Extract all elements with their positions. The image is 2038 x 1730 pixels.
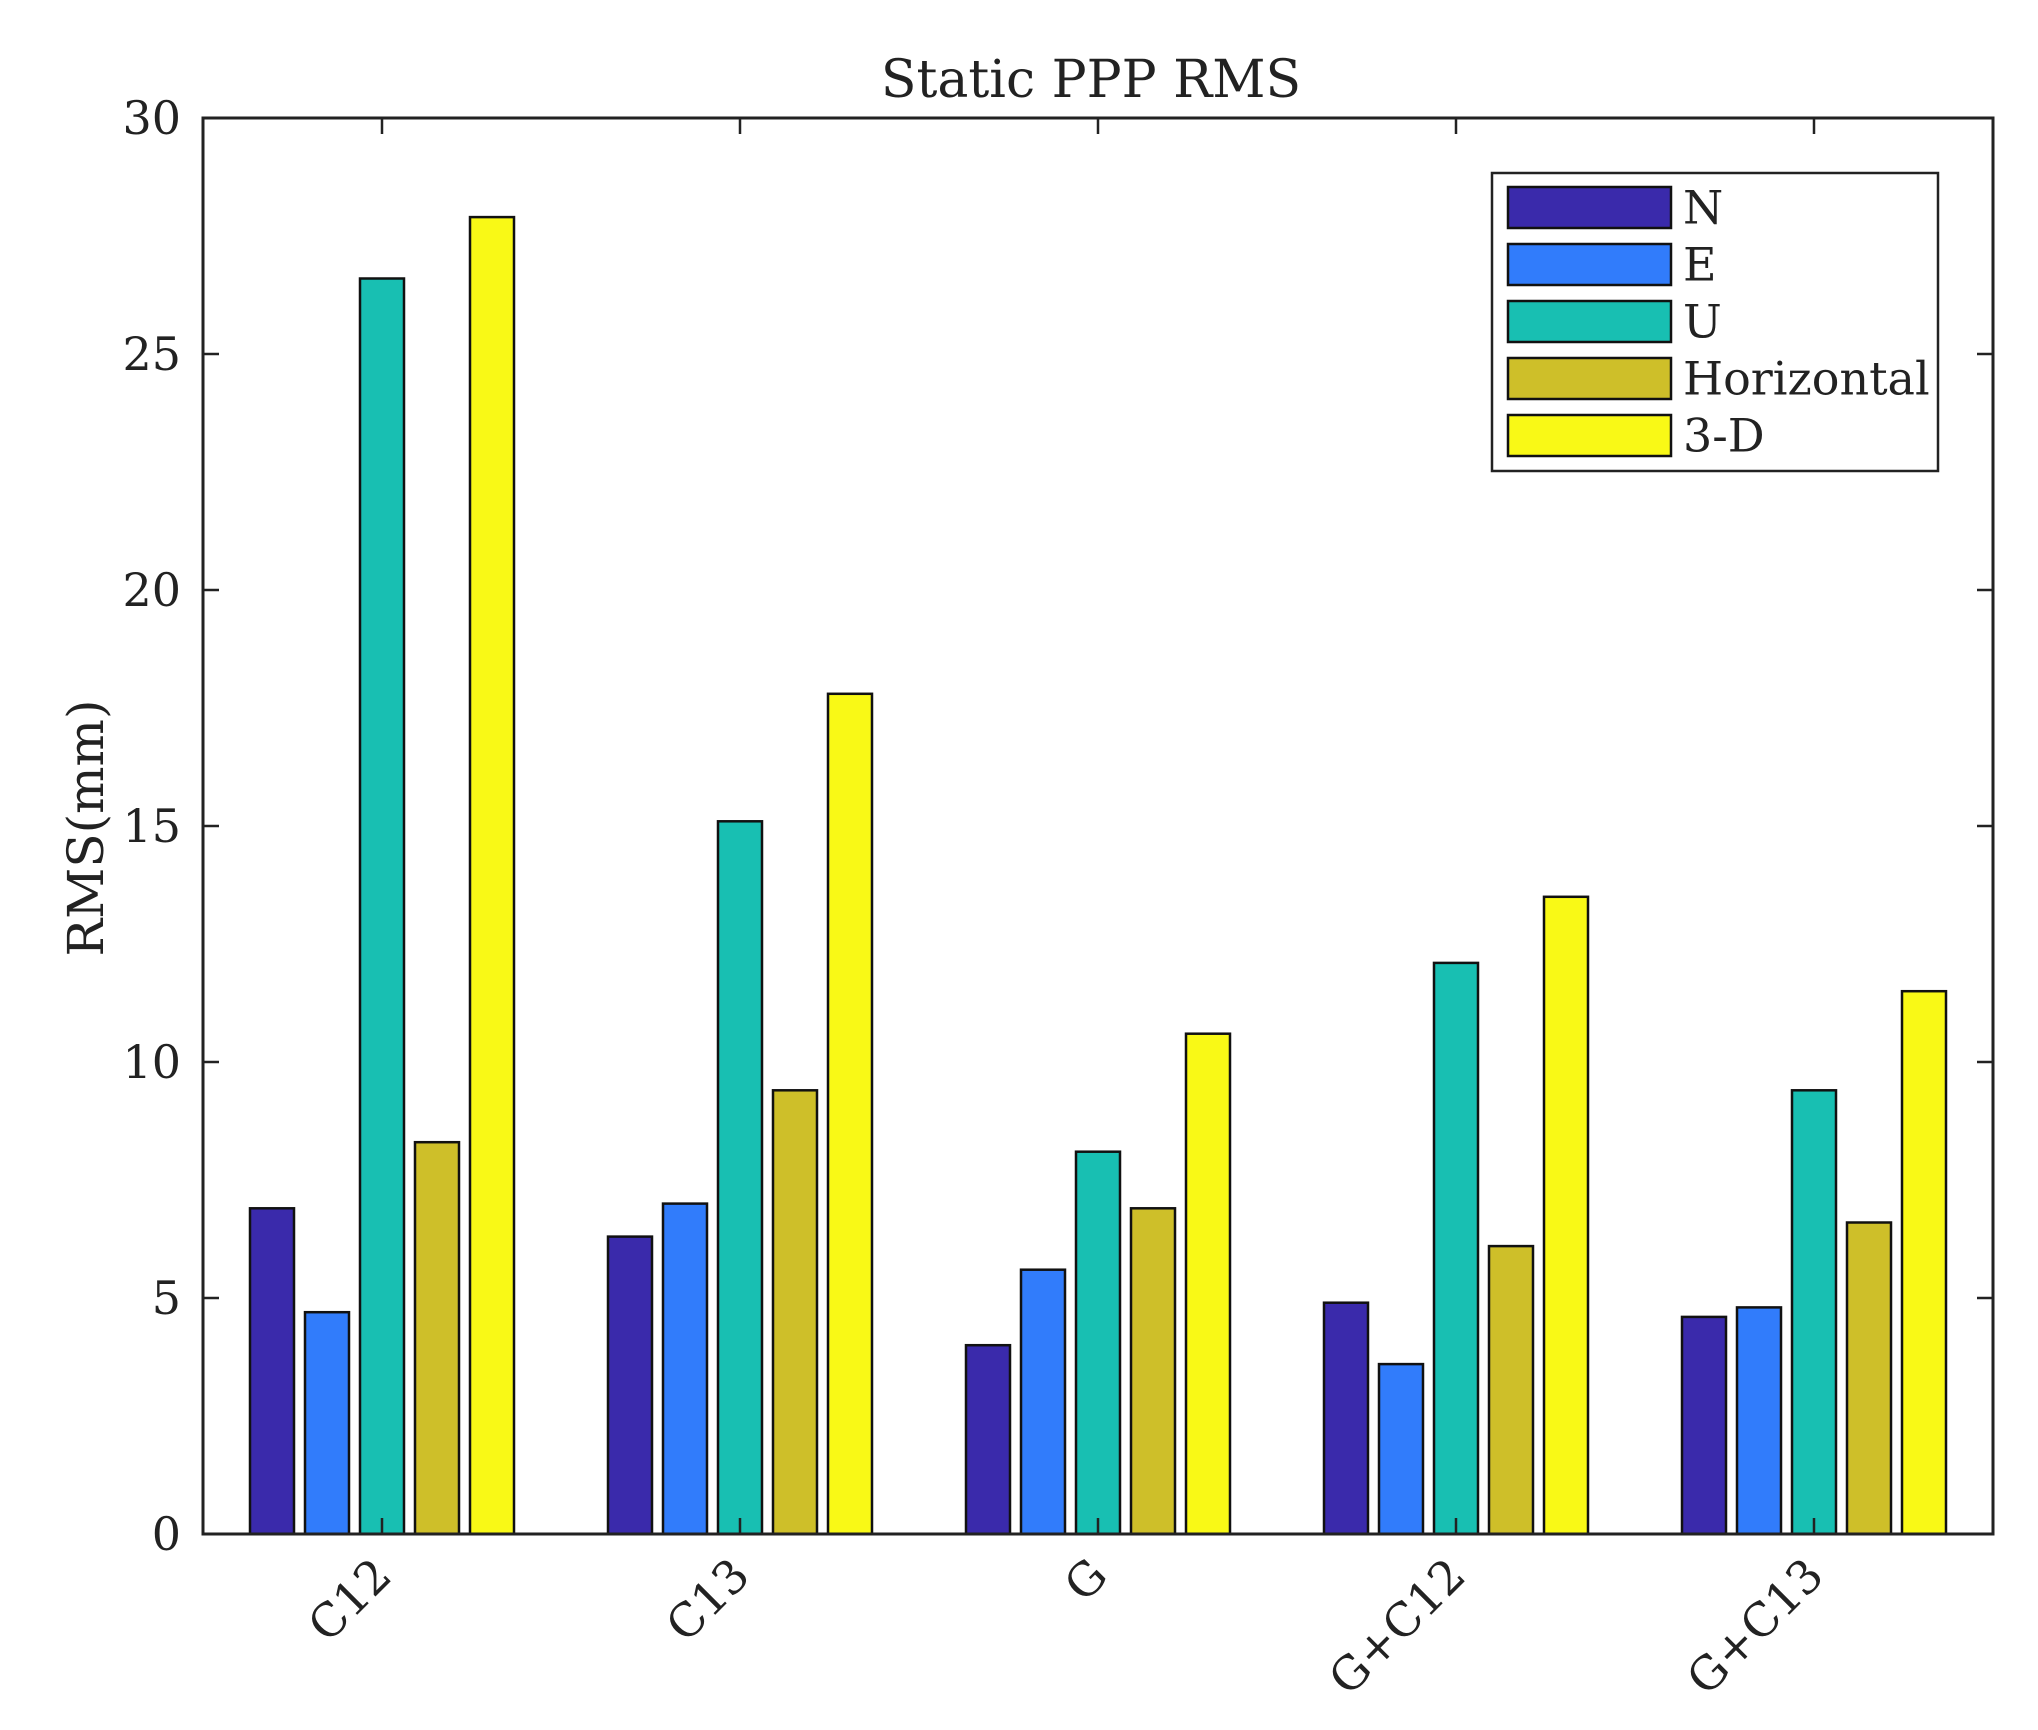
legend-swatch xyxy=(1506,242,1673,287)
legend-label: 3-D xyxy=(1683,409,1765,463)
y-tick-label: 15 xyxy=(122,799,181,853)
bar-g-c12-3-d xyxy=(1542,895,1590,1536)
x-tick-label: G xyxy=(1054,1548,1118,1612)
bars-layer xyxy=(248,215,1948,1536)
bar-g-c12-horizontal xyxy=(1487,1244,1535,1536)
y-tick-label: 20 xyxy=(122,563,181,617)
bar-g-n xyxy=(964,1343,1012,1536)
bar-g-c12-n xyxy=(1322,1301,1370,1536)
y-axis-label: RMS(mm) xyxy=(57,700,115,957)
bar-g-c13-3-d xyxy=(1900,989,1948,1536)
bar-c12-e xyxy=(303,1310,351,1536)
y-tick-label: 5 xyxy=(152,1271,181,1325)
bar-g-c13-u xyxy=(1790,1089,1838,1536)
legend-swatch xyxy=(1506,356,1673,401)
plot-area-frame xyxy=(201,116,1995,1536)
y-tick-label: 30 xyxy=(122,91,181,145)
bar-c13-n xyxy=(606,1235,654,1536)
bar-c13-e xyxy=(661,1202,709,1536)
bar-g-c13-e xyxy=(1735,1306,1783,1536)
bar-c13-horizontal xyxy=(771,1089,819,1536)
bar-g-c13-horizontal xyxy=(1845,1221,1893,1536)
x-tick-label: C12 xyxy=(297,1548,401,1652)
bar-c12-u xyxy=(358,277,406,1536)
bar-c12-horizontal xyxy=(413,1140,461,1536)
legend-label: N xyxy=(1683,181,1723,235)
legend-label: E xyxy=(1683,238,1717,292)
bar-c13-3-d xyxy=(826,692,874,1536)
bar-c12-3-d xyxy=(468,215,516,1536)
bar-c12-n xyxy=(248,1207,296,1536)
legend-swatch xyxy=(1506,413,1673,458)
y-tick-label: 0 xyxy=(152,1507,181,1561)
x-tick-label: G+C12 xyxy=(1318,1548,1476,1706)
bar-g-3-d xyxy=(1184,1032,1232,1536)
bar-g-c13-n xyxy=(1680,1315,1728,1536)
y-tick-label: 10 xyxy=(122,1035,181,1089)
bar-g-c12-e xyxy=(1377,1362,1425,1536)
bar-g-e xyxy=(1019,1268,1067,1536)
x-tick-label: G+C13 xyxy=(1676,1548,1834,1706)
legend-label: U xyxy=(1683,295,1722,349)
bar-g-u xyxy=(1074,1150,1122,1536)
x-tick-label: C13 xyxy=(655,1548,759,1652)
legend-label: Horizontal xyxy=(1683,352,1930,406)
bar-g-horizontal xyxy=(1129,1207,1177,1536)
bar-g-c12-u xyxy=(1432,961,1480,1536)
legend-swatch xyxy=(1506,185,1673,230)
legend-swatch xyxy=(1506,299,1673,344)
y-tick-label: 25 xyxy=(122,327,181,381)
chart-title: Static PPP RMS xyxy=(881,50,1301,110)
bar-c13-u xyxy=(716,820,764,1536)
